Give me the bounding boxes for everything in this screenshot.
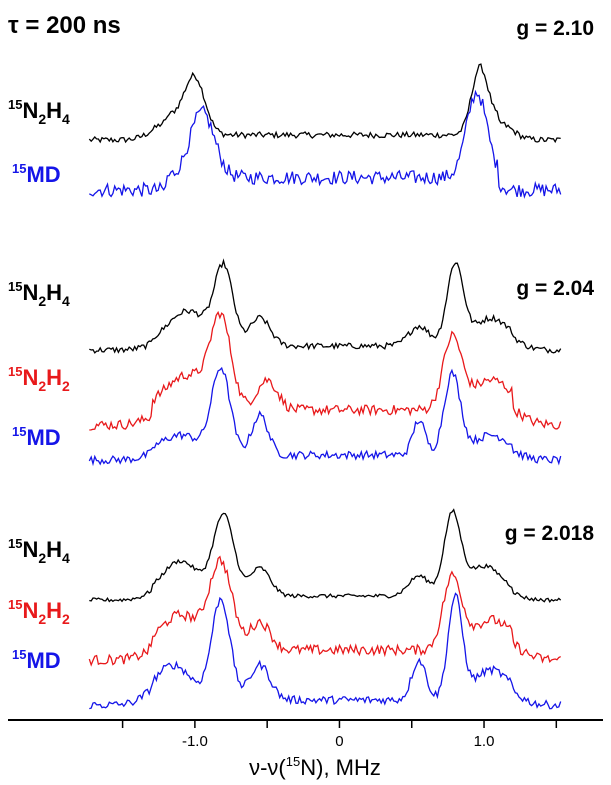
series-label-subscript: 2 — [38, 293, 46, 309]
series-label-subscript: 2 — [62, 378, 70, 394]
series-label-isotope: 15 — [8, 97, 22, 112]
series-label-isotope: 15 — [8, 597, 22, 612]
trace-s2 — [88, 89, 562, 199]
series-label-text: H — [46, 537, 62, 562]
series-label-subscript: 2 — [38, 611, 46, 627]
g-label-3: g = 2.018 — [505, 522, 595, 545]
series-label-text: MD — [26, 648, 60, 673]
series-label-text: MD — [26, 162, 60, 187]
series-label-text: H — [46, 280, 62, 305]
series-label-subscript: 4 — [62, 293, 70, 309]
trace-s3 — [89, 258, 562, 354]
series-label-subscript: 2 — [38, 378, 46, 394]
series-label-isotope: 15 — [8, 279, 22, 294]
series-label-s7: 15N2H2 — [8, 597, 70, 627]
series-label-text: N — [22, 365, 38, 390]
series-label-s6: 15N2H4 — [8, 536, 70, 566]
traces-group — [88, 63, 562, 710]
series-label-s3: 15N2H4 — [8, 279, 70, 309]
x-axis-ticks: -1.0 0 1.0 — [121, 720, 558, 750]
trace-s6 — [89, 508, 562, 603]
series-label-s4: 15N2H2 — [8, 364, 70, 394]
trace-s8 — [89, 592, 562, 710]
chart-title: τ = 200 ns — [8, 12, 121, 39]
trace-s4 — [89, 310, 562, 431]
trace-s1 — [88, 63, 561, 144]
series-label-text: H — [46, 365, 62, 390]
series-label-s8: 15MD — [12, 647, 61, 673]
x-axis-label: ν-ν(15N), MHz — [249, 754, 381, 780]
series-label-isotope: 15 — [12, 161, 26, 176]
series-label-text: H — [46, 98, 62, 123]
series-label-s5: 15MD — [12, 424, 61, 450]
g-value-labels-group: g = 2.10 g = 2.04 g = 2.018 — [505, 17, 595, 545]
series-label-isotope: 15 — [12, 647, 26, 662]
series-label-text: N — [22, 598, 38, 623]
series-label-s2: 15MD — [12, 161, 61, 187]
series-label-subscript: 2 — [38, 550, 46, 566]
series-label-isotope: 15 — [8, 536, 22, 551]
series-label-subscript: 2 — [38, 111, 46, 127]
x-tick-label-1: -1.0 — [182, 733, 208, 750]
series-label-isotope: 15 — [8, 364, 22, 379]
series-label-text: MD — [26, 425, 60, 450]
series-label-s1: 15N2H4 — [8, 97, 70, 127]
trace-s7 — [88, 555, 561, 667]
g-label-1: g = 2.10 — [516, 17, 594, 40]
series-label-text: H — [46, 598, 62, 623]
x-tick-label-5: 1.0 — [474, 733, 495, 750]
trace-s5 — [88, 366, 562, 467]
series-label-isotope: 15 — [12, 424, 26, 439]
series-label-subscript: 4 — [62, 111, 70, 127]
x-tick-label-3: 0 — [335, 733, 343, 750]
g-label-2: g = 2.04 — [516, 277, 594, 300]
series-label-text: N — [22, 537, 38, 562]
series-label-text: N — [22, 98, 38, 123]
series-label-subscript: 2 — [62, 611, 70, 627]
series-label-subscript: 4 — [62, 550, 70, 566]
series-labels-group: 15N2H415MD15N2H415N2H215MD15N2H415N2H215… — [8, 97, 70, 673]
series-label-text: N — [22, 280, 38, 305]
